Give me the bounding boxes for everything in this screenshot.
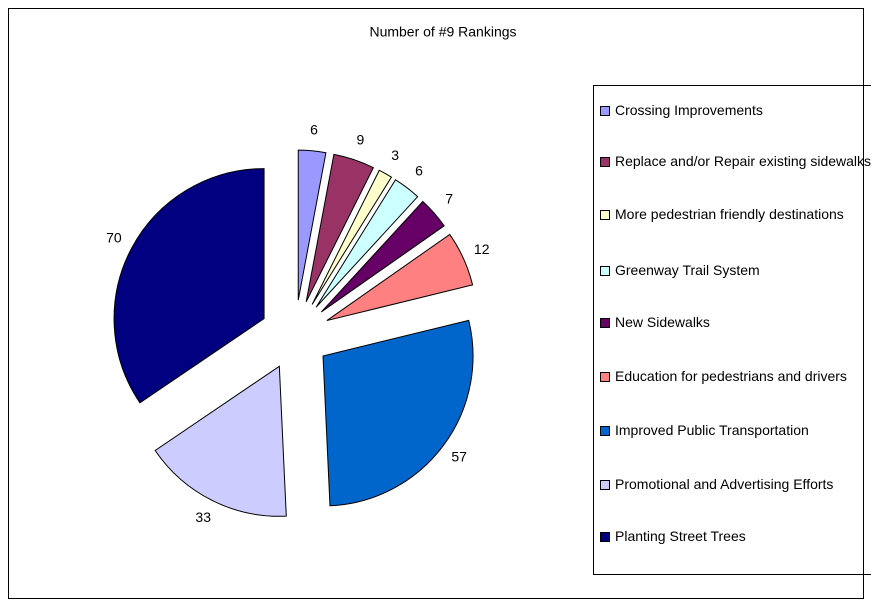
legend-label: New Sidewalks — [615, 314, 710, 330]
data-label: 12 — [474, 241, 490, 257]
data-label: 6 — [310, 122, 318, 138]
legend-swatch — [600, 157, 610, 167]
chart-title: Number of #9 Rankings — [369, 24, 516, 40]
legend-swatch — [600, 210, 610, 220]
legend-label: More pedestrian friendly destinations — [615, 206, 844, 222]
legend-label: Promotional and Advertising Efforts — [615, 476, 834, 492]
legend-item: Replace and/or Repair existing sidewalks — [600, 153, 871, 170]
pie-slice — [326, 233, 474, 322]
data-label: 7 — [445, 191, 453, 207]
chart-border — [8, 8, 864, 599]
pie-slice — [154, 365, 287, 517]
legend-label: Greenway Trail System — [615, 262, 760, 278]
pie-slice — [322, 319, 474, 507]
legend-item: Improved Public Transportation — [600, 422, 871, 439]
legend-item: More pedestrian friendly destinations — [600, 206, 871, 223]
pie-slice — [113, 168, 265, 404]
data-label: 3 — [391, 147, 399, 163]
legend-swatch — [600, 532, 610, 542]
legend-item: Crossing Improvements — [600, 102, 871, 119]
legend-item: New Sidewalks — [600, 314, 871, 331]
legend-item: Planting Street Trees — [600, 528, 871, 545]
data-label: 9 — [357, 131, 365, 147]
pie-slice — [297, 149, 327, 301]
legend-item: Greenway Trail System — [600, 262, 871, 279]
pie-slice — [305, 153, 375, 303]
pie-slice — [311, 169, 393, 305]
data-label: 57 — [451, 448, 467, 464]
legend-swatch — [600, 480, 610, 490]
legend-item: Education for pedestrians and drivers — [600, 368, 871, 385]
legend-swatch — [600, 266, 610, 276]
legend-label: Education for pedestrians and drivers — [615, 368, 847, 384]
pie-slice — [320, 200, 445, 313]
data-label: 6 — [415, 163, 423, 179]
legend-label: Replace and/or Repair existing sidewalks — [615, 153, 871, 169]
legend-label: Planting Street Trees — [615, 528, 746, 544]
legend-swatch — [600, 106, 610, 116]
legend-label: Crossing Improvements — [615, 102, 763, 118]
legend-swatch — [600, 318, 610, 328]
data-label: 33 — [195, 509, 211, 525]
legend-label: Improved Public Transportation — [615, 422, 809, 438]
legend-swatch — [600, 372, 610, 382]
legend: Crossing Improvements Replace and/or Repa… — [593, 85, 871, 575]
data-label: 70 — [106, 230, 122, 246]
pie-slice — [315, 179, 419, 308]
legend-swatch — [600, 426, 610, 436]
legend-item: Promotional and Advertising Efforts — [600, 476, 871, 493]
